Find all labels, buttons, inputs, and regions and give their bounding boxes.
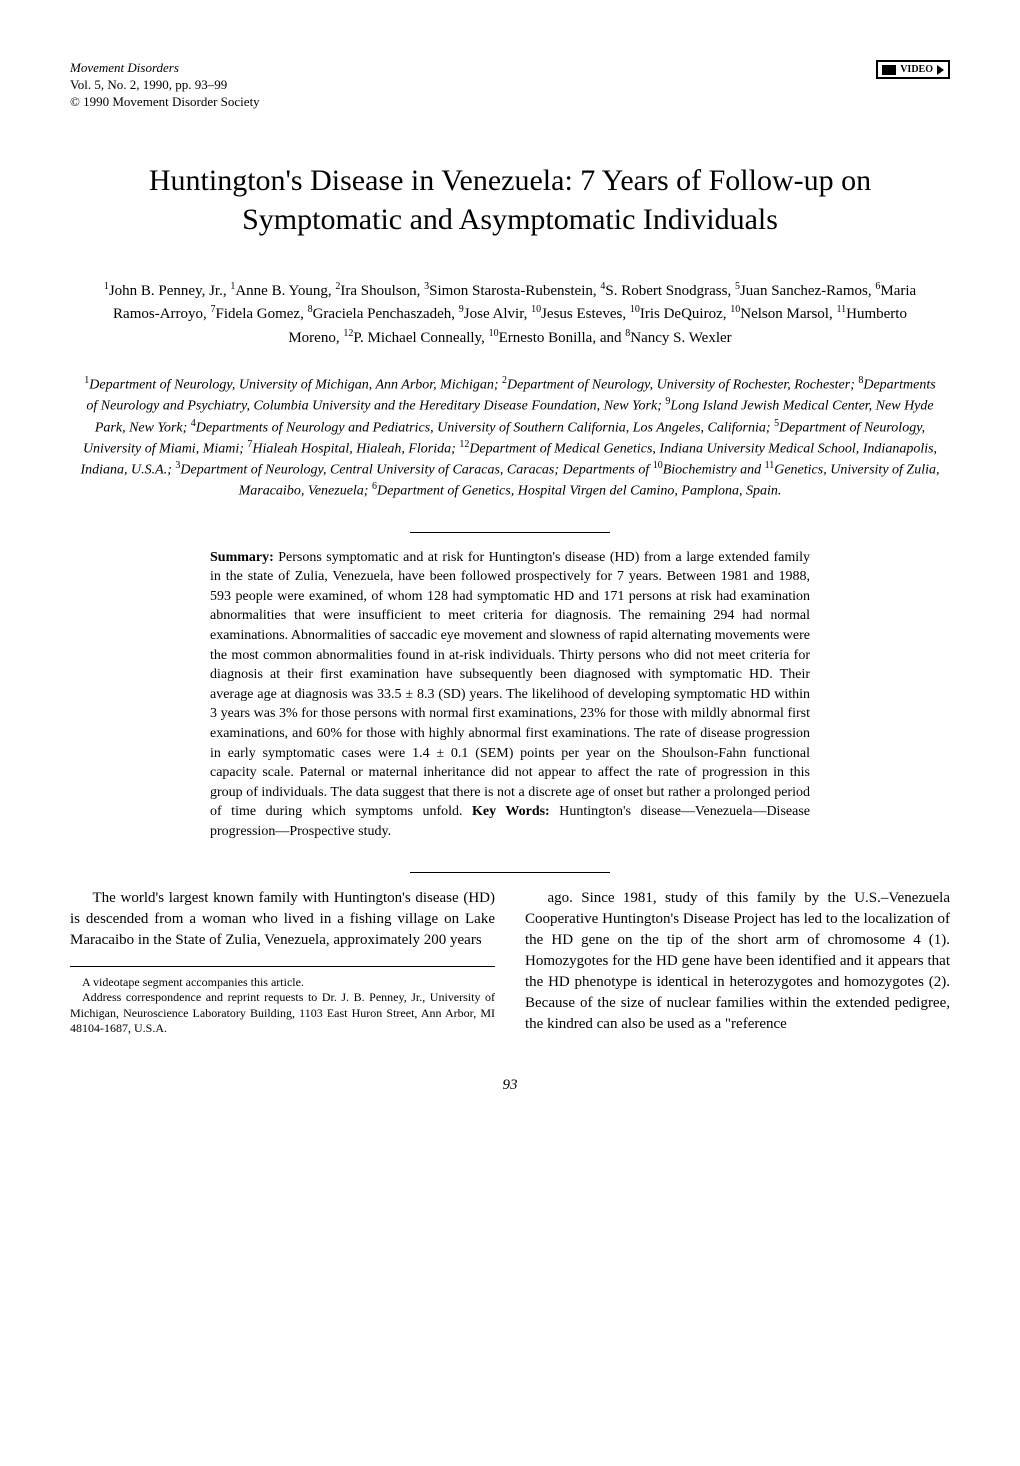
footnote-divider (70, 966, 495, 967)
journal-info: Movement Disorders Vol. 5, No. 2, 1990, … (70, 60, 260, 111)
video-badge: VIDEO (876, 60, 950, 79)
journal-name: Movement Disorders (70, 60, 260, 77)
page-number: 93 (70, 1077, 950, 1094)
footnote-line1: A videotape segment accompanies this art… (70, 975, 495, 991)
video-badge-label: VIDEO (900, 64, 933, 75)
summary-label: Summary: (210, 550, 274, 565)
article-title: Huntington's Disease in Venezuela: 7 Yea… (100, 161, 920, 239)
footnote-line2: Address correspondence and reprint reque… (70, 990, 495, 1037)
divider-bottom (410, 872, 610, 873)
keywords-label: Key Words: (472, 804, 550, 819)
header-row: Movement Disorders Vol. 5, No. 2, 1990, … (70, 60, 950, 111)
body-columns: The world's largest known family with Hu… (70, 888, 950, 1037)
summary-text: Persons symptomatic and at risk for Hunt… (210, 550, 810, 820)
journal-copyright: © 1990 Movement Disorder Society (70, 94, 260, 111)
video-icon (882, 65, 896, 75)
journal-issue: Vol. 5, No. 2, 1990, pp. 93–99 (70, 77, 260, 94)
affiliations-list: 1Department of Neurology, University of … (70, 374, 950, 502)
body-paragraph-left: The world's largest known family with Hu… (70, 888, 495, 951)
divider-top (410, 532, 610, 533)
summary-block: Summary: Persons symptomatic and at risk… (210, 548, 810, 842)
left-column: The world's largest known family with Hu… (70, 888, 495, 1037)
right-column: ago. Since 1981, study of this family by… (525, 888, 950, 1037)
authors-list: 1John B. Penney, Jr., 1Anne B. Young, 2I… (70, 279, 950, 350)
body-paragraph-right: ago. Since 1981, study of this family by… (525, 888, 950, 1035)
arrow-icon (937, 65, 944, 75)
